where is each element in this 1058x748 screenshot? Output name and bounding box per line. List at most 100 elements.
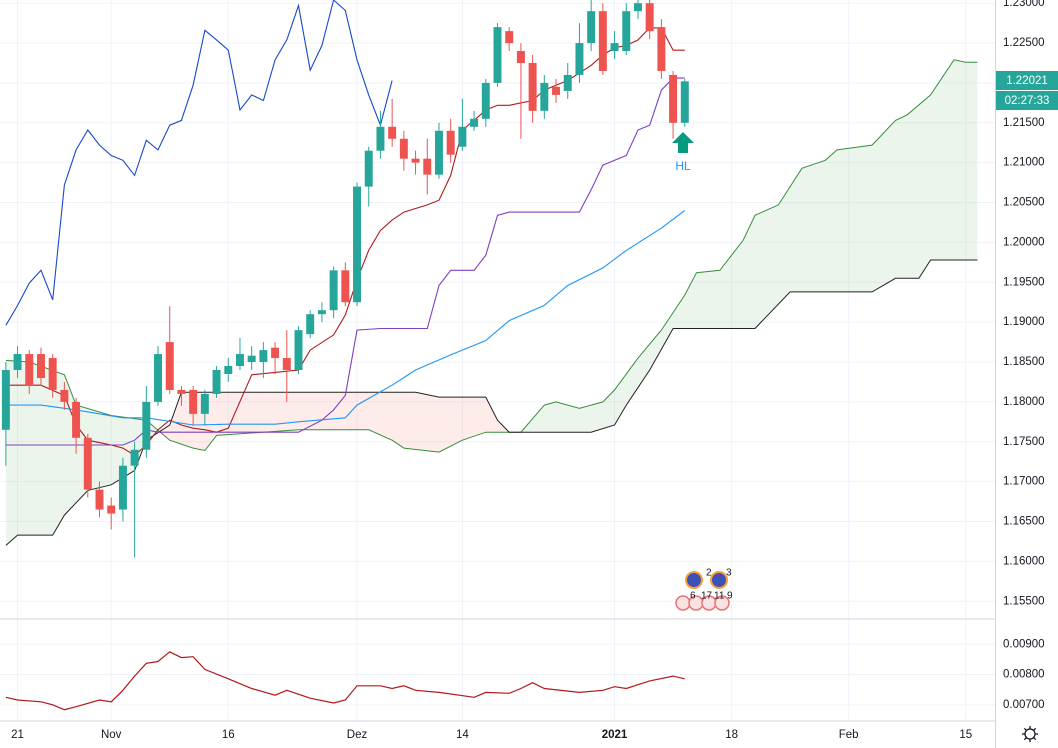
x-tick-label: 18 (725, 729, 738, 741)
y-tick-label: 1.22500 (1003, 37, 1045, 49)
candle-body (423, 158, 432, 175)
candle-body (388, 126, 397, 139)
candle-body (411, 158, 420, 163)
grid (0, 0, 995, 720)
candle-body (528, 62, 537, 111)
x-tick-label: 16 (222, 729, 235, 741)
countdown-label: 02:27:33 (1005, 95, 1050, 107)
candle-body (516, 51, 525, 63)
candle-body (212, 370, 221, 394)
candle-body (95, 489, 104, 510)
candle-body (540, 82, 549, 111)
y-tick-label: 1.18500 (1003, 356, 1045, 368)
y-tick-label: 1.21000 (1003, 157, 1045, 169)
candle-body (645, 3, 654, 32)
y-tick-label: 1.16000 (1003, 555, 1045, 567)
event-count: 17 (701, 591, 713, 602)
candle-body (247, 355, 256, 363)
x-tick-label: 14 (456, 729, 469, 741)
pattern-label: HL (675, 159, 691, 173)
event-icon (714, 595, 730, 611)
candle-body (610, 43, 619, 52)
axes: 1.15500 1.16000 1.16500 1.17000 1.17500 1.180… (11, 0, 1044, 741)
candle-body (282, 358, 291, 371)
indicator-line (5, 210, 686, 426)
candle-body (72, 401, 81, 438)
indicator-lines (5, 0, 978, 546)
candle-body (294, 330, 303, 371)
candle-body (446, 130, 455, 155)
y-tick-label: 1.23000 (1003, 0, 1045, 9)
candle-body (83, 437, 92, 490)
candle-body (481, 82, 490, 119)
candle-body (341, 270, 350, 303)
pattern-arrow (672, 132, 694, 153)
countdown-badge (996, 91, 1058, 110)
candle-body (36, 354, 45, 378)
candle-body (107, 505, 116, 514)
y-tick-label: 1.21500 (1003, 117, 1045, 129)
candle-body (142, 401, 151, 450)
candle-body (317, 310, 326, 315)
candle-body (493, 27, 502, 83)
candle-body (60, 389, 69, 402)
candle-body (118, 465, 127, 510)
last-price-badge (996, 71, 1058, 90)
candle-body (376, 126, 385, 151)
event-count: 3 (726, 568, 732, 579)
candle-body (189, 389, 198, 414)
event-icons: 2 3 6 17 11 9 (675, 568, 733, 611)
y-tick-label: 1.17000 (1003, 476, 1045, 488)
x-tick-label: Feb (839, 729, 859, 741)
cloud-up (5, 59, 978, 546)
event-count: 2 (706, 568, 712, 579)
candle-body (271, 347, 280, 359)
candle-body (622, 11, 631, 52)
candle-body (657, 27, 666, 71)
candle-body (505, 31, 514, 44)
y-tick-label: 1.17500 (1003, 436, 1045, 448)
candle-body (598, 11, 607, 71)
event-count: 6 (690, 591, 696, 602)
candle-body (306, 314, 315, 335)
span-a-line (5, 59, 978, 453)
event-icon (675, 595, 691, 611)
candles (1, 0, 689, 558)
y-tick-label: 1.15500 (1003, 595, 1045, 607)
y-tick-label: 1.18000 (1003, 396, 1045, 408)
y-tick-label: 1.16500 (1003, 516, 1045, 528)
candle-body (470, 118, 479, 127)
event-count: 11 (714, 591, 725, 602)
x-tick-label: 21 (11, 729, 24, 741)
x-tick-label: 15 (959, 729, 972, 741)
x-tick-label: 2021 (602, 729, 628, 741)
candle-body (1, 370, 10, 430)
oscillator-line (5, 651, 685, 711)
candle-body (177, 389, 186, 394)
candle-body (224, 366, 233, 374)
event-icon (710, 571, 728, 589)
cloud-down (5, 260, 978, 453)
candle-body (575, 43, 584, 75)
indicator-line (5, 77, 685, 446)
indicator-line (5, 0, 393, 326)
candle-body (399, 138, 408, 159)
y-tick-label: 1.20500 (1003, 197, 1045, 209)
indicator-line (5, 27, 685, 456)
settings-icon[interactable] (1022, 726, 1038, 742)
candle-body (434, 130, 443, 175)
y-tick-label: 1.19000 (1003, 316, 1045, 328)
y-tick-label: 1.20000 (1003, 236, 1045, 248)
candle-body (587, 11, 596, 44)
candle-body (458, 126, 467, 147)
x-tick-label: Dez (347, 729, 368, 741)
candle-body (353, 186, 362, 303)
event-count: 9 (727, 591, 733, 602)
candle-body (329, 270, 338, 311)
candle-body (130, 449, 139, 466)
candle-body (165, 342, 174, 390)
y-tick-label: 0.00800 (1003, 669, 1045, 681)
y-tick-label: 0.00900 (1003, 638, 1045, 650)
cloud (5, 59, 978, 546)
